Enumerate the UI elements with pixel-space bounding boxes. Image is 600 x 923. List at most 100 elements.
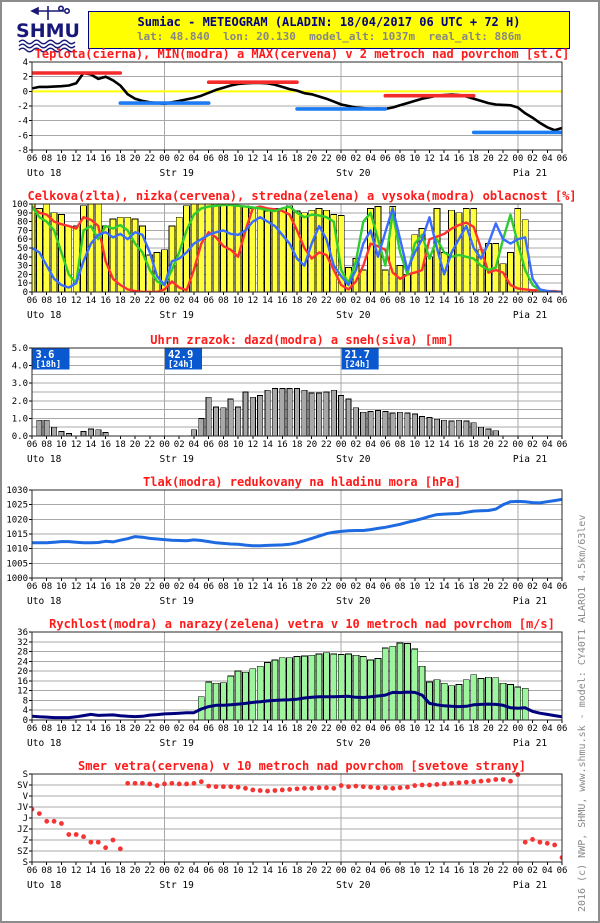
svg-text:22: 22	[144, 440, 155, 450]
svg-text:Pia 21: Pia 21	[513, 738, 548, 749]
svg-text:16: 16	[454, 866, 465, 876]
svg-text:04: 04	[189, 582, 200, 592]
svg-text:12: 12	[17, 687, 28, 697]
svg-text:-6: -6	[17, 131, 28, 141]
svg-text:20: 20	[130, 440, 141, 450]
svg-text:12: 12	[71, 866, 82, 876]
svg-text:18: 18	[292, 440, 303, 450]
svg-text:12: 12	[247, 154, 258, 164]
svg-text:12: 12	[424, 440, 435, 450]
wind-direction-title: Smer vetra(cervena) v 10 metroch nad pov…	[78, 759, 526, 773]
svg-text:04: 04	[365, 866, 376, 876]
svg-text:0: 0	[23, 87, 28, 97]
svg-text:14: 14	[262, 724, 273, 734]
svg-text:10: 10	[56, 296, 67, 306]
logo-text: SHMU	[16, 20, 80, 42]
svg-text:08: 08	[41, 296, 52, 306]
svg-text:12: 12	[71, 440, 82, 450]
svg-text:00: 00	[336, 724, 347, 734]
svg-text:08: 08	[218, 866, 229, 876]
svg-text:16: 16	[454, 440, 465, 450]
header-box: Sumiac - METEOGRAM (ALADIN: 18/04/2017 0…	[88, 11, 570, 49]
svg-text:Uto 18: Uto 18	[27, 168, 62, 179]
logo-waves	[18, 39, 76, 53]
svg-text:14: 14	[439, 582, 450, 592]
svg-text:00: 00	[159, 154, 170, 164]
weather-vane-icon	[30, 5, 70, 20]
svg-text:18: 18	[292, 582, 303, 592]
svg-text:12: 12	[247, 866, 258, 876]
svg-text:08: 08	[395, 724, 406, 734]
svg-text:16: 16	[100, 866, 111, 876]
svg-text:36: 36	[17, 628, 28, 638]
svg-text:3.0: 3.0	[12, 379, 28, 389]
svg-text:14: 14	[262, 154, 273, 164]
svg-text:1020: 1020	[6, 515, 28, 525]
svg-text:10: 10	[233, 154, 244, 164]
svg-text:06: 06	[203, 154, 214, 164]
svg-text:20: 20	[130, 296, 141, 306]
svg-text:04: 04	[542, 724, 553, 734]
svg-text:16: 16	[454, 724, 465, 734]
svg-text:60: 60	[17, 235, 28, 245]
svg-text:06: 06	[203, 724, 214, 734]
svg-text:1.0: 1.0	[12, 414, 28, 424]
svg-text:00: 00	[512, 582, 523, 592]
svg-text:JV: JV	[17, 803, 28, 813]
svg-text:12: 12	[424, 582, 435, 592]
svg-text:-2: -2	[17, 102, 28, 112]
svg-text:20: 20	[306, 154, 317, 164]
svg-text:18: 18	[115, 582, 126, 592]
svg-text:Pia 21: Pia 21	[513, 454, 548, 465]
svg-text:10: 10	[233, 866, 244, 876]
svg-text:90: 90	[17, 209, 28, 219]
svg-text:22: 22	[498, 154, 509, 164]
temperature-chart: 420-2-4-6-806 08 10 12 14 16 18 20 22 00 02 04 06 08 1…	[17, 58, 568, 179]
svg-text:00: 00	[336, 296, 347, 306]
precipitation-section: Uhrn zrazok: dazd(modra) a sneh(siva) [m…	[2, 332, 598, 476]
svg-text:10: 10	[56, 154, 67, 164]
wind-speed-section: Rychlost(modra) a narazy(zelena) vetra v…	[2, 616, 598, 760]
svg-text:02: 02	[527, 582, 538, 592]
svg-text:S: S	[23, 770, 28, 780]
svg-text:Str 19: Str 19	[160, 596, 195, 607]
svg-text:04: 04	[542, 582, 553, 592]
svg-text:22: 22	[321, 154, 332, 164]
svg-text:04: 04	[189, 440, 200, 450]
svg-text:10: 10	[409, 154, 420, 164]
svg-text:02: 02	[174, 440, 185, 450]
svg-text:22: 22	[321, 440, 332, 450]
svg-text:10: 10	[56, 724, 67, 734]
svg-text:16: 16	[277, 296, 288, 306]
svg-text:12: 12	[247, 724, 258, 734]
svg-text:00: 00	[336, 440, 347, 450]
svg-text:14: 14	[439, 724, 450, 734]
svg-text:04: 04	[189, 866, 200, 876]
svg-text:02: 02	[174, 866, 185, 876]
svg-text:18: 18	[468, 296, 479, 306]
svg-text:20: 20	[306, 724, 317, 734]
svg-text:00: 00	[159, 296, 170, 306]
pressure-title: Tlak(modra) redukovany na hladinu mora […	[143, 475, 461, 489]
svg-text:06: 06	[380, 724, 391, 734]
svg-text:14: 14	[262, 440, 273, 450]
svg-text:08: 08	[395, 582, 406, 592]
svg-text:10: 10	[56, 440, 67, 450]
svg-text:00: 00	[512, 866, 523, 876]
svg-text:Pia 21: Pia 21	[513, 168, 548, 179]
svg-text:12: 12	[424, 154, 435, 164]
svg-text:04: 04	[542, 866, 553, 876]
svg-text:00: 00	[159, 866, 170, 876]
svg-text:22: 22	[321, 296, 332, 306]
page-title: Sumiac - METEOGRAM (ALADIN: 18/04/2017 0…	[137, 15, 521, 29]
svg-text:28: 28	[17, 648, 28, 658]
svg-text:20: 20	[306, 866, 317, 876]
svg-text:4: 4	[23, 58, 28, 68]
svg-text:02: 02	[350, 724, 361, 734]
svg-text:00: 00	[336, 582, 347, 592]
svg-text:06: 06	[557, 154, 568, 164]
svg-text:20: 20	[130, 154, 141, 164]
svg-text:22: 22	[144, 154, 155, 164]
svg-text:06: 06	[27, 154, 38, 164]
